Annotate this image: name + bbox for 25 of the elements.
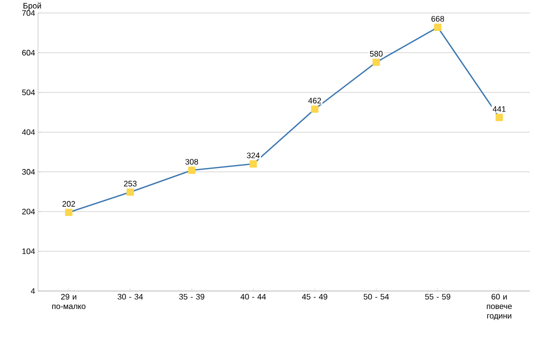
- x-tick-label: 55 - 59: [425, 294, 450, 300]
- y-tick-label: 304: [22, 169, 35, 175]
- x-tick-label: 40 - 44: [240, 294, 266, 300]
- y-tick-label: 604: [22, 50, 35, 56]
- y-axis-title: Брой: [24, 2, 41, 10]
- x-tick-label: 60 и повече години: [486, 294, 512, 320]
- data-label: 441: [492, 106, 506, 112]
- x-tick-label: 29 и по-малко: [52, 294, 86, 310]
- y-tick-label: 204: [22, 208, 35, 214]
- y-tick-label: 4: [30, 288, 35, 294]
- data-label: 253: [124, 180, 137, 186]
- data-label: 202: [62, 201, 76, 207]
- data-label: 308: [185, 158, 198, 165]
- x-tick-label: 30 - 34: [118, 294, 143, 300]
- y-tick-label: 104: [22, 248, 35, 254]
- data-label: 580: [370, 50, 383, 57]
- data-label: 324: [246, 152, 260, 158]
- y-tick-label: 404: [22, 129, 35, 135]
- y-tick-label: 504: [22, 90, 35, 96]
- x-tick-label: 35 - 39: [179, 294, 204, 300]
- x-tick-label: 45 - 49: [302, 294, 328, 300]
- y-tick-label: 704: [22, 10, 35, 16]
- data-label: 462: [308, 98, 322, 104]
- x-tick-label: 50 - 54: [364, 294, 389, 300]
- data-label: 668: [431, 16, 444, 22]
